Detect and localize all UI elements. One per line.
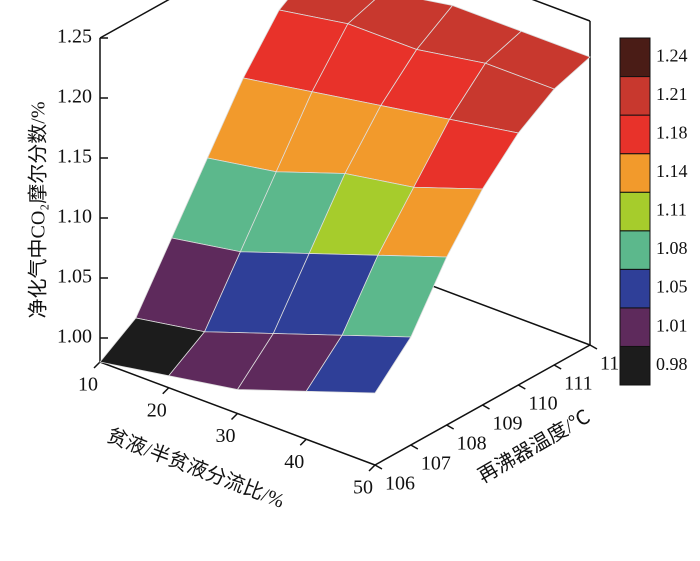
y-tick: [446, 424, 455, 430]
z-tick-label: 1.00: [57, 326, 92, 348]
x-tick-label: 30: [216, 425, 236, 447]
colorbar-swatch: [619, 307, 651, 347]
y-tick: [589, 344, 598, 350]
colorbar-tick-label: 1.11: [656, 200, 687, 220]
x-tick-label: 50: [353, 477, 373, 499]
y-tick-label: 106: [385, 473, 415, 495]
colorbar-tick-label: 1.05: [656, 277, 688, 297]
y-tick-label: 108: [457, 433, 487, 455]
x-tick-label: 10: [78, 374, 98, 396]
colorbar-swatch: [619, 37, 651, 78]
z-tick-label: 1.20: [57, 86, 92, 108]
x-axis-label: 贫液/半贫液分流比/%: [104, 424, 288, 513]
surface-face: [305, 334, 412, 394]
y-tick-label: 109: [493, 413, 523, 435]
x-tick-label: 40: [284, 451, 304, 473]
x-tick: [299, 438, 307, 446]
colorbar-swatch: [619, 114, 651, 155]
z-tick-label: 1.05: [57, 266, 92, 288]
box-edge: [99, 0, 170, 39]
z-axis-label: 净化气中CO₂摩尔分数/%: [27, 102, 50, 319]
colorbar-swatch: [619, 153, 651, 193]
colorbar-swatch: [619, 76, 651, 116]
x-tick: [162, 387, 170, 395]
x-tick: [368, 464, 376, 472]
colorbar-tick-label: 1.08: [656, 238, 688, 258]
y-tick: [482, 404, 490, 410]
colorbar-tick-label: 1.01: [656, 315, 688, 335]
colorbar-tick-label: 1.21: [656, 84, 688, 104]
y-tick-label: 111: [564, 373, 593, 395]
z-tick-label: 1.10: [57, 206, 92, 228]
colorbar-swatch: [619, 268, 651, 309]
colorbar-tick-label: 1.18: [656, 123, 688, 143]
box-edge: [531, 0, 591, 22]
y-tick: [410, 444, 419, 450]
y-tick-label: 110: [528, 393, 557, 415]
x-tick-label: 20: [147, 399, 167, 421]
y-tick: [553, 364, 562, 370]
colorbar-tick-label: 1.14: [656, 161, 688, 181]
colorbar-swatch: [619, 191, 651, 232]
y-tick: [517, 384, 526, 390]
colorbar-tick-label: 1.24: [656, 45, 688, 65]
colorbar-swatch: [619, 230, 651, 270]
colorbar-swatch: [619, 345, 651, 386]
x-tick: [230, 412, 239, 421]
colorbar-tick-label: 0.98: [656, 354, 688, 374]
z-tick-label: 1.25: [57, 26, 92, 48]
y-tick-label: 107: [421, 453, 451, 475]
x-tick: [93, 361, 101, 369]
z-tick-label: 1.15: [57, 146, 92, 168]
y-tick: [374, 464, 383, 470]
